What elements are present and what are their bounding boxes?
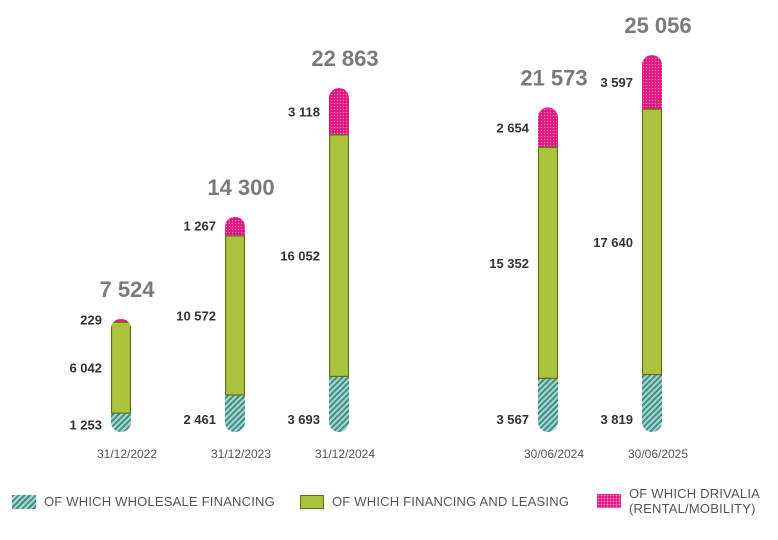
category-label-2: 31/12/2024 bbox=[315, 447, 375, 461]
bar-segment-drivalia-1 bbox=[225, 216, 245, 236]
value-label-financing-2: 16 052 bbox=[280, 249, 320, 264]
value-label-wholesale-2: 3 693 bbox=[287, 412, 320, 427]
bar-group-2 bbox=[329, 87, 349, 432]
legend-label-wholesale: OF WHICH WHOLESALE FINANCING bbox=[44, 494, 275, 509]
category-label-4: 30/06/2025 bbox=[628, 447, 688, 461]
value-label-financing-4: 17 640 bbox=[593, 235, 633, 250]
total-label-2: 22 863 bbox=[311, 46, 378, 71]
legend-swatch-drivalia bbox=[597, 494, 621, 508]
value-label-financing-3: 15 352 bbox=[489, 256, 529, 271]
value-label-wholesale-4: 3 819 bbox=[600, 412, 633, 427]
value-label-drivalia-3: 2 654 bbox=[496, 120, 529, 135]
bar-group-4 bbox=[642, 55, 662, 432]
legend-item-drivalia: OF WHICH DRIVALIA (RENTAL/MOBILITY) bbox=[597, 486, 760, 516]
legend-item-wholesale: OF WHICH WHOLESALE FINANCING bbox=[12, 494, 275, 509]
bar-outline-financing-0 bbox=[111, 321, 131, 414]
bar-segment-drivalia-4 bbox=[642, 55, 662, 110]
value-label-wholesale-3: 3 567 bbox=[496, 412, 529, 427]
bar-segment-drivalia-0 bbox=[111, 318, 131, 323]
legend-item-financing: OF WHICH FINANCING AND LEASING bbox=[300, 494, 569, 509]
value-label-financing-1: 10 572 bbox=[176, 308, 216, 323]
bar-segment-financing-1 bbox=[225, 235, 245, 395]
legend-swatch-financing bbox=[300, 494, 324, 509]
legend-label-financing: OF WHICH FINANCING AND LEASING bbox=[332, 494, 570, 509]
value-label-drivalia-1: 1 267 bbox=[183, 218, 216, 233]
value-label-financing-0: 6 042 bbox=[69, 361, 102, 376]
bar-segment-wholesale-1 bbox=[225, 394, 245, 432]
total-label-3: 21 573 bbox=[520, 65, 587, 90]
total-label-4: 25 056 bbox=[624, 13, 691, 38]
category-label-1: 31/12/2023 bbox=[211, 447, 271, 461]
bar-segment-wholesale-2 bbox=[329, 376, 349, 432]
bar-segment-financing-4 bbox=[642, 109, 662, 375]
legend-swatch-wholesale bbox=[12, 494, 36, 509]
bar-group-0 bbox=[111, 318, 131, 432]
value-label-drivalia-4: 3 597 bbox=[600, 75, 633, 90]
bar-segment-wholesale-4 bbox=[642, 374, 662, 432]
legend: OF WHICH WHOLESALE FINANCING OF WHICH FI… bbox=[0, 486, 778, 526]
bar-segment-financing-2 bbox=[329, 134, 349, 377]
value-label-wholesale-0: 1 253 bbox=[69, 418, 102, 433]
bar-outline-financing-1 bbox=[225, 235, 245, 396]
bar-segment-financing-0 bbox=[111, 322, 131, 414]
bar-group-1 bbox=[225, 216, 245, 432]
value-label-drivalia-0: 229 bbox=[80, 313, 102, 328]
total-label-1: 14 300 bbox=[207, 175, 274, 200]
legend-label-drivalia: OF WHICH DRIVALIA (RENTAL/MOBILITY) bbox=[629, 486, 760, 516]
value-label-wholesale-1: 2 461 bbox=[183, 412, 216, 427]
legend-label-drivalia-line1: OF WHICH DRIVALIA bbox=[629, 486, 761, 501]
legend-label-drivalia-line2: (RENTAL/MOBILITY) bbox=[629, 501, 756, 516]
category-label-3: 30/06/2024 bbox=[524, 447, 584, 461]
total-label-0: 7 524 bbox=[99, 277, 155, 302]
value-label-drivalia-2: 3 118 bbox=[288, 104, 320, 119]
bar-segment-financing-3 bbox=[538, 147, 558, 379]
bar-group-3 bbox=[538, 107, 558, 432]
bar-segment-drivalia-2 bbox=[329, 87, 349, 135]
bar-outline-financing-4 bbox=[642, 108, 662, 376]
bar-segment-wholesale-0 bbox=[111, 413, 131, 432]
stacked-bar-chart: 1 253 6 042 229 7 524 31/12/2022 2 461 10 572 1… bbox=[69, 13, 691, 461]
bar-outline-financing-2 bbox=[329, 134, 349, 378]
bar-outline-financing-3 bbox=[538, 146, 558, 379]
category-label-0: 31/12/2022 bbox=[97, 447, 157, 461]
bar-segment-wholesale-3 bbox=[538, 378, 558, 432]
bar-segment-drivalia-3 bbox=[538, 107, 558, 148]
